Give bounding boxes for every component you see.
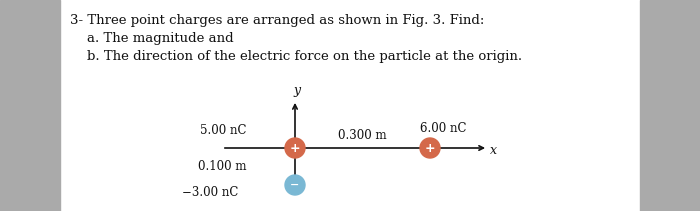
Circle shape — [285, 138, 305, 158]
Text: 0.100 m: 0.100 m — [199, 161, 247, 173]
Text: a. The magnitude and: a. The magnitude and — [70, 32, 234, 45]
Text: b. The direction of the electric force on the particle at the origin.: b. The direction of the electric force o… — [70, 50, 522, 63]
Text: x: x — [490, 143, 497, 157]
Text: 6.00 nC: 6.00 nC — [420, 122, 466, 134]
Bar — [0, 0, 60, 211]
Bar — [640, 0, 700, 211]
Text: 5.00 nC: 5.00 nC — [200, 123, 247, 137]
Text: +: + — [290, 142, 300, 154]
Text: y: y — [293, 84, 300, 97]
Text: +: + — [425, 142, 435, 154]
Circle shape — [420, 138, 440, 158]
Text: 3- Three point charges are arranged as shown in Fig. 3. Find:: 3- Three point charges are arranged as s… — [70, 14, 484, 27]
Text: −: − — [290, 180, 300, 190]
Circle shape — [285, 175, 305, 195]
Text: −3.00 nC: −3.00 nC — [181, 185, 238, 199]
Text: 0.300 m: 0.300 m — [337, 129, 386, 142]
